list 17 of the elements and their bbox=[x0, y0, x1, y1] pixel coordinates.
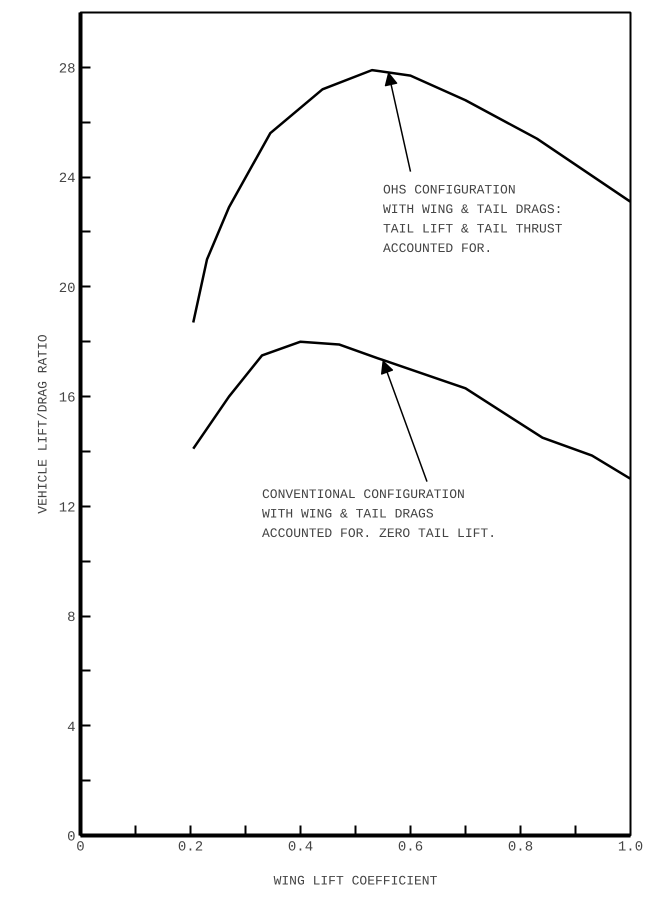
annotation: OHS CONFIGURATION WITH WING & TAIL DRAGS: TAIL LIFT & TAIL THRUST ACCOUNTED FOR. bbox=[383, 182, 563, 256]
x-tick-label: 0.4 bbox=[288, 840, 314, 856]
y-axis-title: VEHICLE LIFT/DRAG RATIO bbox=[36, 334, 51, 514]
x-tick-label: 1.0 bbox=[618, 840, 644, 856]
x-tick-label: 0.2 bbox=[178, 840, 204, 856]
y-tick-label: 28 bbox=[58, 61, 76, 78]
y-tick-label: 12 bbox=[58, 500, 76, 516]
x-tick-label: 0.6 bbox=[398, 840, 424, 856]
y-tick-label: 8 bbox=[67, 610, 76, 626]
y-tick-label: 16 bbox=[58, 390, 76, 407]
y-tick-label: 0 bbox=[67, 830, 76, 846]
x-tick-label: 0.8 bbox=[508, 840, 534, 856]
y-tick-label: 20 bbox=[58, 280, 76, 297]
x-axis-title: WING LIFT COEFFICIENT bbox=[274, 874, 438, 888]
y-tick-label: 24 bbox=[58, 171, 76, 188]
y-tick-label: 4 bbox=[67, 720, 76, 736]
annotation: CONVENTIONAL CONFIGURATION WITH WING & TAIL DRAGS ACCOUNTED FOR. ZERO TAIL LIFT. bbox=[262, 487, 496, 542]
